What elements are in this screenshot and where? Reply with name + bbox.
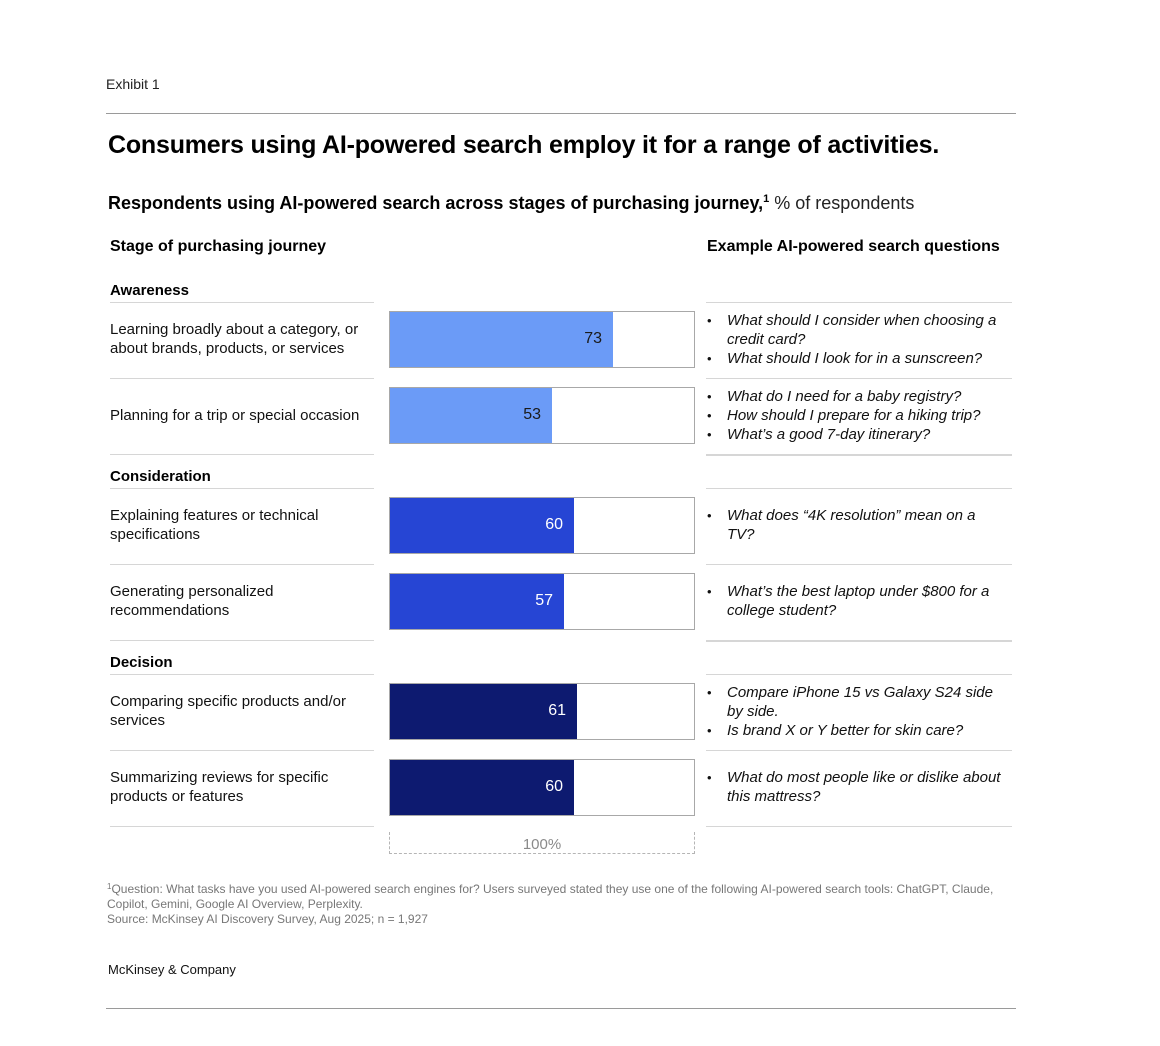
example-questions: What’s the best laptop under $800 for a … — [707, 582, 1007, 620]
top-divider — [106, 113, 1016, 114]
row-divider — [110, 640, 374, 641]
bar — [390, 498, 574, 553]
row-divider — [110, 826, 374, 827]
row-divider — [706, 564, 1012, 565]
bar-value-label: 53 — [523, 406, 541, 423]
stage-name-decision: Decision — [110, 654, 173, 671]
bar-track: 61 — [389, 683, 695, 740]
subtitle-unit: % of respondents — [769, 193, 915, 213]
example-question: What’s the best laptop under $800 for a … — [707, 582, 1007, 620]
category-label: Explaining features or technical specifi… — [110, 507, 319, 543]
bar — [390, 684, 577, 739]
row-divider — [706, 640, 1012, 641]
footnote-question: Question: What tasks have you used AI-po… — [107, 882, 994, 911]
footnote: 1Question: What tasks have you used AI-p… — [107, 882, 1007, 927]
row-divider — [706, 455, 1012, 456]
row-divider — [110, 750, 374, 751]
category-label: Generating personalized recommendations — [110, 583, 274, 619]
row-divider — [110, 488, 374, 489]
row-divider — [706, 826, 1012, 827]
bar-value-label: 61 — [548, 702, 566, 719]
bar-track: 60 — [389, 497, 695, 554]
row-divider — [110, 378, 374, 379]
footnote-marker: 1 — [107, 882, 112, 891]
brand-logo-text: McKinsey & Company — [108, 962, 236, 977]
bar-track: 73 — [389, 311, 695, 368]
example-questions: What do I need for a baby registry?How s… — [707, 387, 1007, 444]
total-bracket — [389, 832, 695, 854]
example-question: What should I consider when choosing a c… — [707, 311, 1007, 349]
category-label: Learning broadly about a category, or ab… — [110, 321, 359, 357]
total-label: 100% — [522, 836, 562, 853]
bottom-divider — [106, 1008, 1016, 1009]
stage-name-consideration: Consideration — [110, 468, 211, 485]
bar — [390, 312, 613, 367]
row-divider — [706, 750, 1012, 751]
footnote-source: Source: McKinsey AI Discovery Survey, Au… — [107, 912, 428, 926]
example-question: What’s a good 7-day itinerary? — [707, 425, 1007, 444]
row-divider — [110, 302, 374, 303]
category-label: Planning for a trip or special occasion — [110, 406, 360, 424]
row-divider — [706, 488, 1012, 489]
example-question: What do most people like or dislike abou… — [707, 768, 1007, 806]
bar-value-label: 60 — [545, 778, 563, 795]
row-divider — [110, 564, 374, 565]
bar-value-label: 73 — [584, 330, 602, 347]
bar-value-label: 60 — [545, 516, 563, 533]
bar-track: 53 — [389, 387, 695, 444]
bar — [390, 760, 574, 815]
bar-track: 57 — [389, 573, 695, 630]
example-questions: What do most people like or dislike abou… — [707, 768, 1007, 806]
stage-name-awareness: Awareness — [110, 282, 189, 299]
bar-value-label: 57 — [535, 592, 553, 609]
bar — [390, 388, 552, 443]
row-divider — [706, 641, 1012, 642]
subtitle-main: Respondents using AI-powered search acro… — [108, 193, 764, 213]
bar — [390, 574, 564, 629]
example-questions: What does “4K resolution” mean on a TV? — [707, 506, 1007, 544]
row-divider — [706, 674, 1012, 675]
bar-track: 60 — [389, 759, 695, 816]
chart-subtitle: Respondents using AI-powered search acro… — [108, 193, 914, 214]
row-divider — [706, 454, 1012, 455]
example-question: Compare iPhone 15 vs Galaxy S24 side by … — [707, 683, 1007, 721]
row-divider — [706, 378, 1012, 379]
example-questions: What should I consider when choosing a c… — [707, 311, 1007, 368]
category-label: Summarizing reviews for specific product… — [110, 769, 329, 805]
example-question: What do I need for a baby registry? — [707, 387, 1007, 406]
example-question: How should I prepare for a hiking trip? — [707, 406, 1007, 425]
category-label: Comparing specific products and/or servi… — [110, 693, 346, 729]
examples-column-header: Example AI-powered search questions — [707, 238, 1000, 255]
row-divider — [110, 674, 374, 675]
exhibit-label: Exhibit 1 — [106, 76, 160, 92]
example-questions: Compare iPhone 15 vs Galaxy S24 side by … — [707, 683, 1007, 740]
example-question: What should I look for in a sunscreen? — [707, 349, 1007, 368]
example-question: What does “4K resolution” mean on a TV? — [707, 506, 1007, 544]
stage-column-header: Stage of purchasing journey — [110, 238, 327, 255]
subtitle-footnote-marker: 1 — [763, 193, 770, 205]
row-divider — [706, 302, 1012, 303]
example-question: Is brand X or Y better for skin care? — [707, 721, 1007, 740]
row-divider — [110, 454, 374, 455]
chart-title: Consumers using AI-powered search employ… — [108, 131, 940, 159]
